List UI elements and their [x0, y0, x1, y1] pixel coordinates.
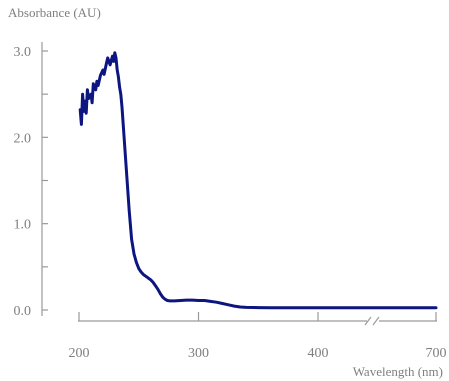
axis-break-mark	[364, 316, 372, 326]
x-tick-label: 700	[426, 346, 447, 361]
x-axis-title: Wavelength (nm)	[353, 364, 443, 379]
axes	[41, 42, 437, 326]
x-tick-label: 300	[188, 346, 209, 361]
y-tick-label: 1.0	[14, 218, 32, 233]
y-tick-label: 0.0	[14, 304, 32, 319]
tick-labels: 0.0 1.0 2.0 3.0 200 300 400 700	[14, 45, 447, 361]
plot-series	[78, 51, 438, 310]
x-tick-label: 400	[308, 346, 329, 361]
y-axis-title: Absorbance (AU)	[8, 5, 101, 20]
axis-break-mark	[372, 316, 380, 326]
y-tick-label: 3.0	[14, 45, 32, 60]
y-tick-label: 2.0	[14, 131, 32, 146]
tick-marks	[42, 50, 437, 321]
x-tick-label: 200	[69, 346, 90, 361]
absorbance-spectrum-line	[78, 51, 438, 310]
